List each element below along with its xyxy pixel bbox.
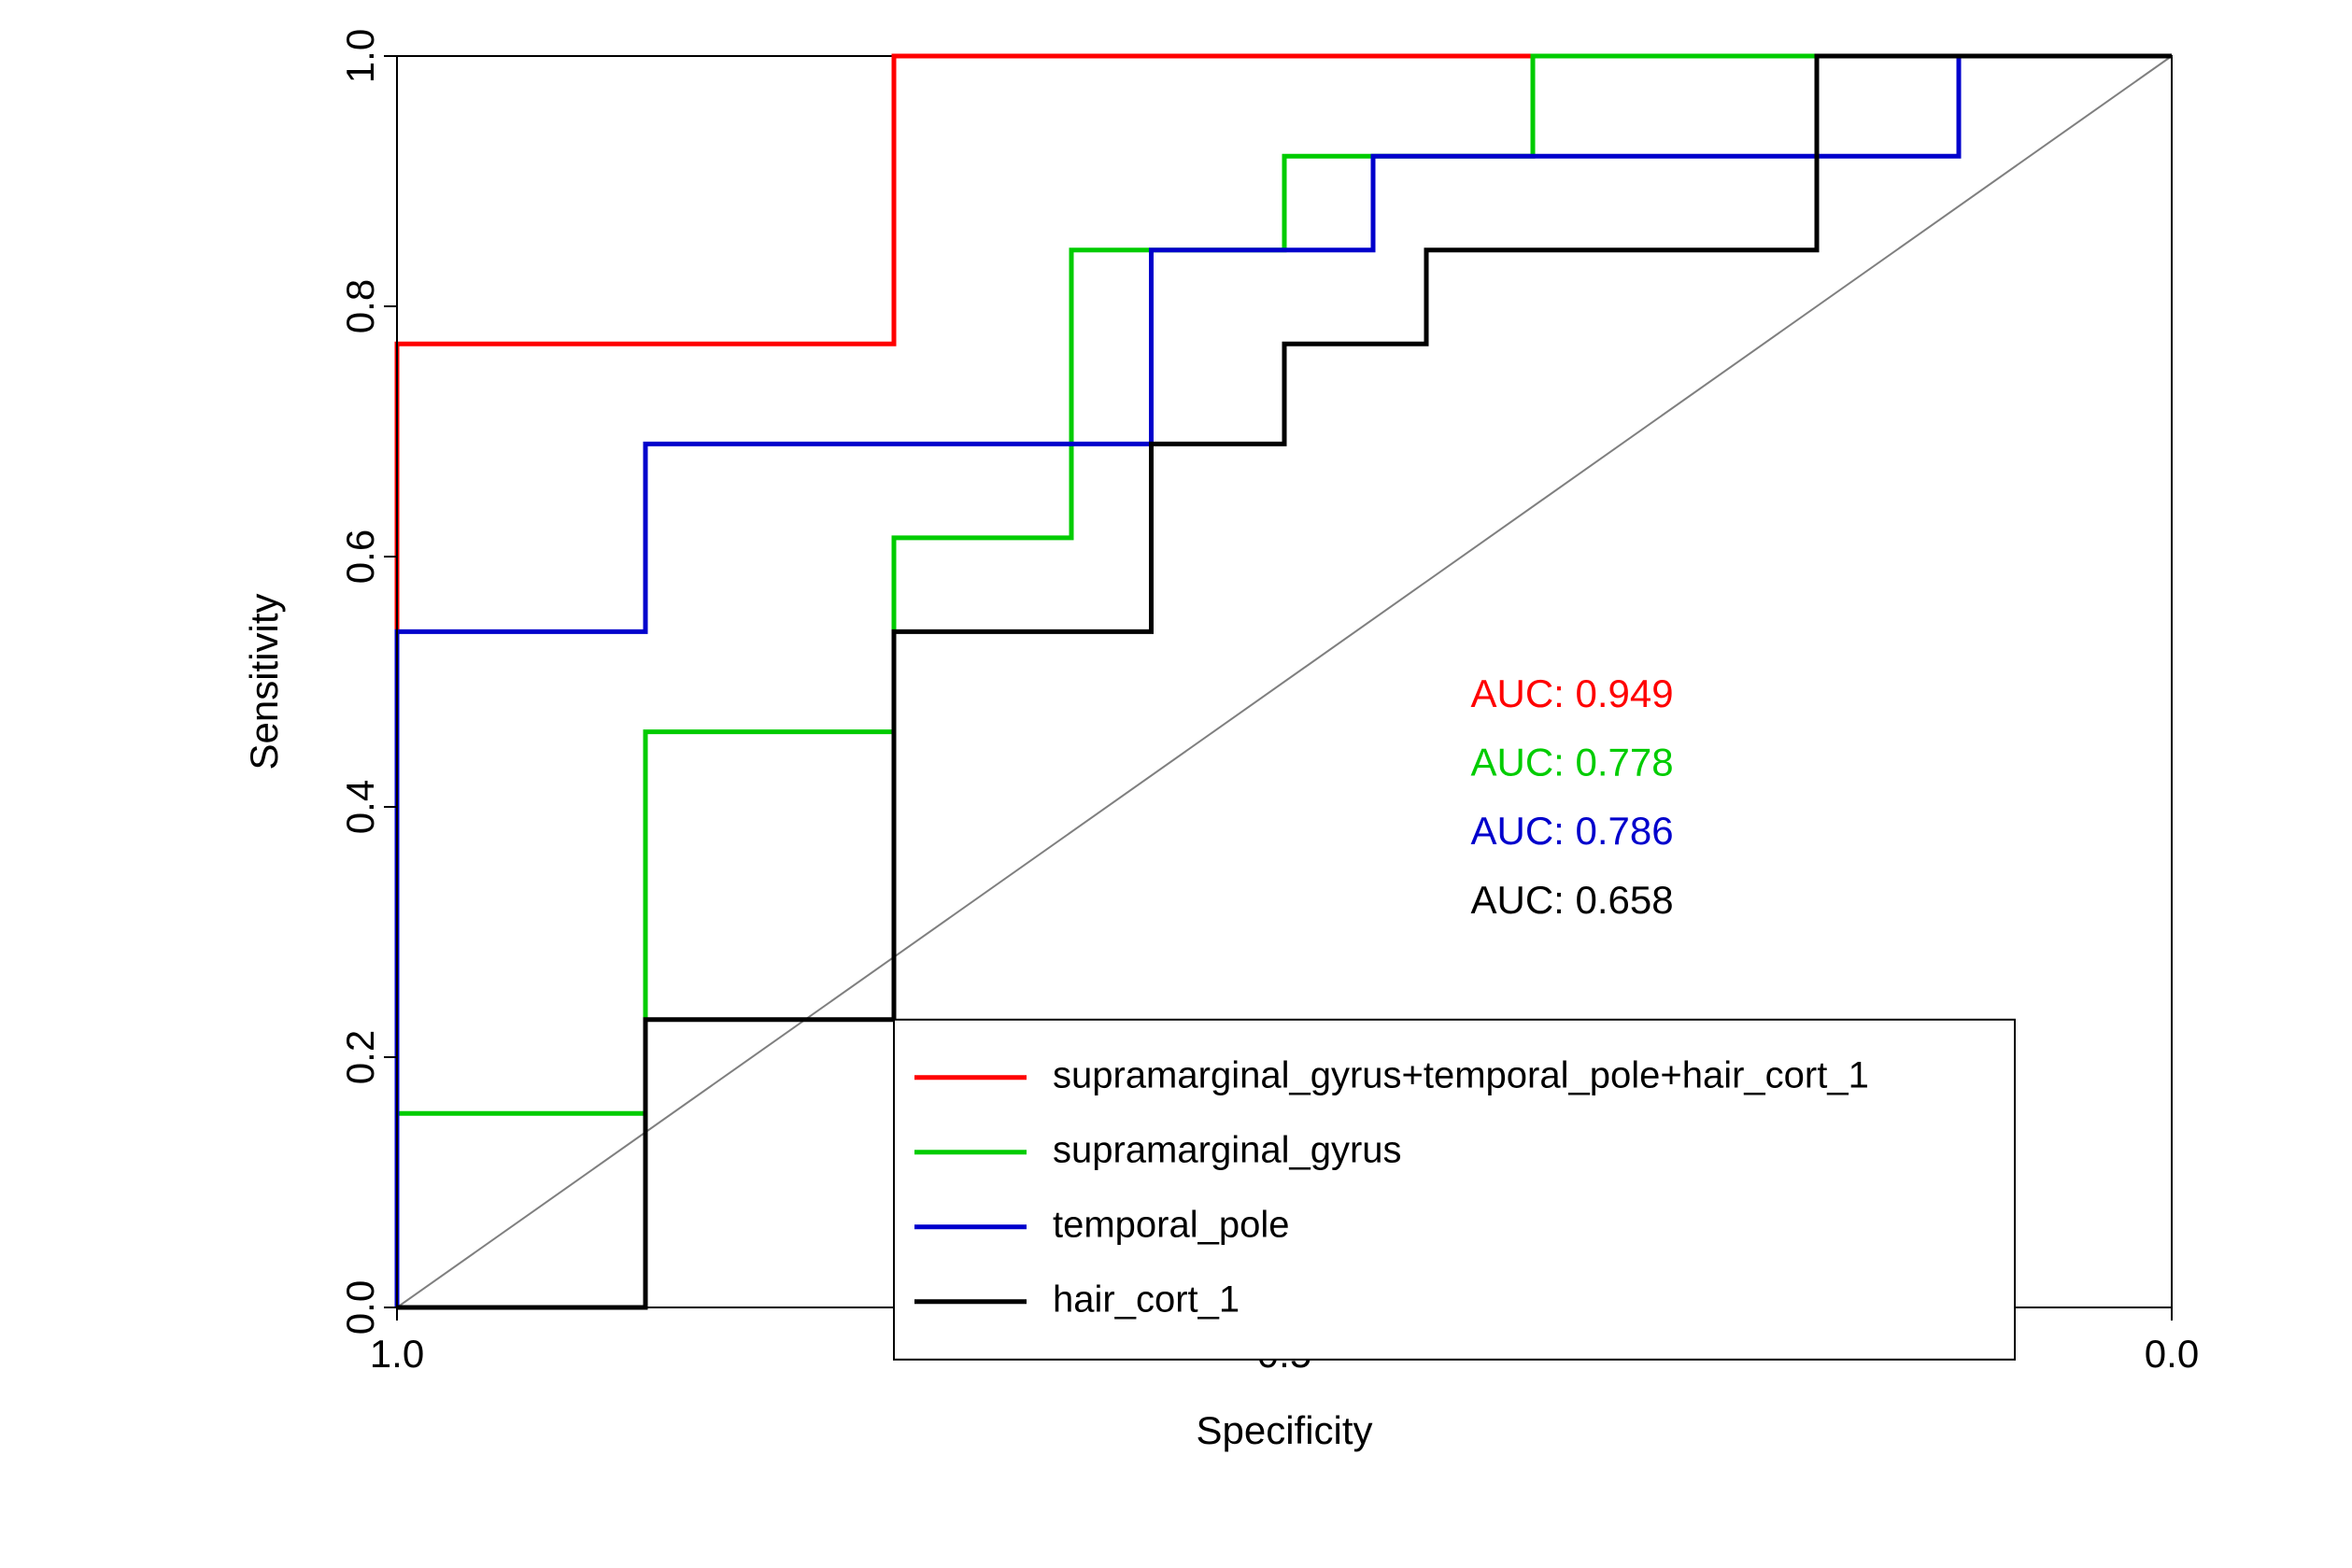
roc-svg: 1.00.50.0Specificity0.00.20.40.60.81.0Se… bbox=[0, 0, 2352, 1568]
y-tick-label: 0.0 bbox=[338, 1280, 382, 1335]
legend-label: hair_cort_1 bbox=[1053, 1278, 1240, 1320]
x-axis-label: Specificity bbox=[1196, 1408, 1372, 1452]
auc-label: AUC: 0.778 bbox=[1471, 741, 1674, 784]
roc-chart: 1.00.50.0Specificity0.00.20.40.60.81.0Se… bbox=[0, 0, 2352, 1568]
y-tick-label: 0.8 bbox=[338, 279, 382, 333]
x-tick-label: 1.0 bbox=[370, 1332, 424, 1376]
y-tick-label: 0.2 bbox=[338, 1030, 382, 1084]
legend-label: supramarginal_gyrus+temporal_pole+hair_c… bbox=[1053, 1054, 1869, 1095]
x-tick-label: 0.0 bbox=[2145, 1332, 2199, 1376]
auc-label: AUC: 0.949 bbox=[1471, 671, 1674, 715]
legend-label: supramarginal_gyrus bbox=[1053, 1129, 1402, 1170]
y-tick-label: 0.6 bbox=[338, 530, 382, 584]
y-axis-label: Sensitivity bbox=[242, 593, 286, 770]
auc-label: AUC: 0.786 bbox=[1471, 809, 1674, 853]
y-tick-label: 1.0 bbox=[338, 29, 382, 83]
legend-label: temporal_pole bbox=[1053, 1204, 1290, 1245]
y-tick-label: 0.4 bbox=[338, 780, 382, 834]
auc-label: AUC: 0.658 bbox=[1471, 878, 1674, 922]
